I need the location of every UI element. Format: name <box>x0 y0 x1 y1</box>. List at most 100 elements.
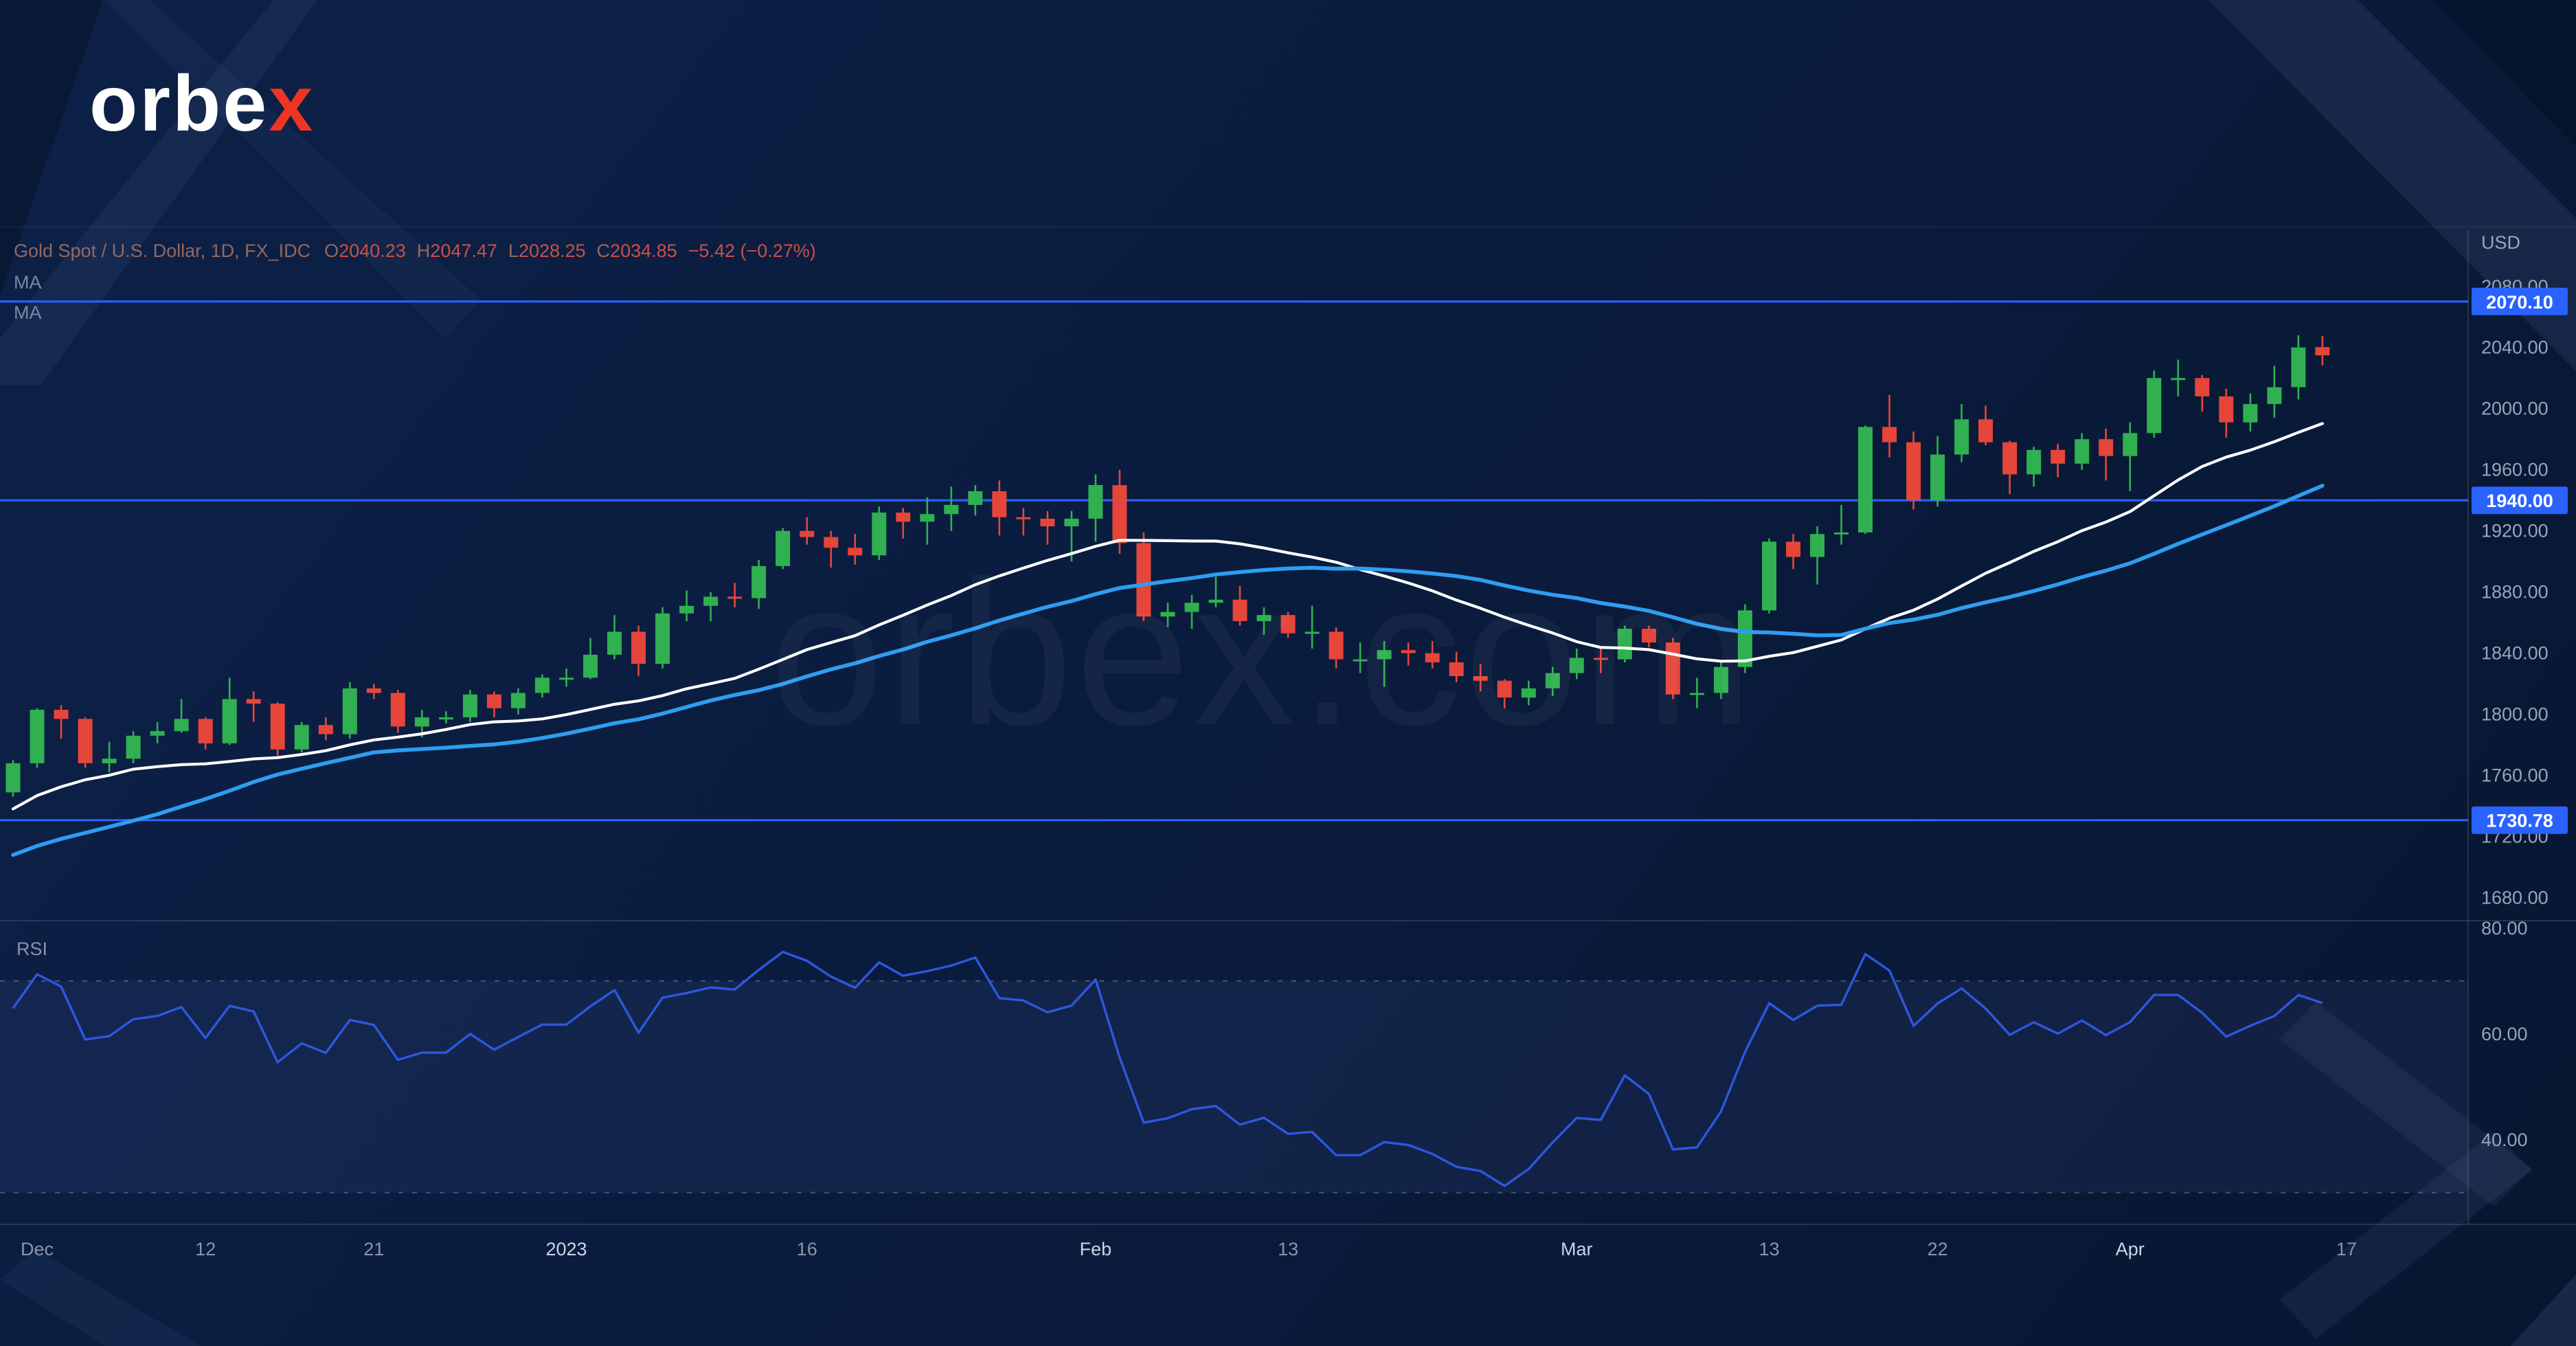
candle[interactable] <box>703 592 719 621</box>
moving-average-line[interactable] <box>11 484 2325 857</box>
candle[interactable] <box>1016 508 1031 536</box>
candle[interactable] <box>1160 603 1175 627</box>
candle[interactable] <box>607 615 622 660</box>
candle[interactable] <box>1906 431 1921 510</box>
candle[interactable] <box>150 721 165 743</box>
candle[interactable] <box>1689 677 1704 708</box>
candle[interactable] <box>992 480 1007 536</box>
candle[interactable] <box>1304 605 1320 649</box>
candle[interactable] <box>2075 433 2090 470</box>
candle[interactable] <box>1786 534 1800 570</box>
candle[interactable] <box>752 560 767 609</box>
candle[interactable] <box>1593 647 1608 673</box>
candle[interactable] <box>1329 627 1344 669</box>
candle[interactable] <box>294 721 309 753</box>
candle[interactable] <box>1858 425 1873 535</box>
candle[interactable] <box>1930 436 1945 507</box>
candle[interactable] <box>1978 405 1993 446</box>
ma-indicator-label[interactable]: MA <box>14 302 42 323</box>
candle[interactable] <box>848 534 863 565</box>
candle[interactable] <box>462 690 477 722</box>
candle[interactable] <box>54 705 69 739</box>
candle[interactable] <box>1834 504 1849 545</box>
rsi-indicator[interactable] <box>12 950 2323 1187</box>
candle[interactable] <box>1521 680 1536 706</box>
candle[interactable] <box>872 506 887 560</box>
candle[interactable] <box>342 682 357 739</box>
rsi-line[interactable] <box>12 950 2323 1187</box>
candle[interactable] <box>510 688 526 715</box>
candle[interactable] <box>174 699 189 733</box>
candle[interactable] <box>2050 443 2066 478</box>
candle[interactable] <box>5 760 21 797</box>
candle[interactable] <box>727 583 743 607</box>
candle[interactable] <box>390 690 405 733</box>
candle[interactable] <box>655 607 670 669</box>
candle[interactable] <box>1401 642 1416 666</box>
candle[interactable] <box>1810 526 1824 585</box>
orbex-logo[interactable]: orbex <box>89 65 315 144</box>
candle[interactable] <box>2002 440 2018 495</box>
candle[interactable] <box>438 711 453 724</box>
candle[interactable] <box>631 625 646 677</box>
ma-indicator-label[interactable]: MA <box>14 272 42 293</box>
candle[interactable] <box>1882 394 1897 458</box>
candle[interactable] <box>2123 422 2138 491</box>
time-axis[interactable]: Dec 12 21 2023 16 Feb 13 Mar 13 22 Apr 17 <box>21 1239 2357 1259</box>
candle[interactable] <box>583 638 598 680</box>
candle[interactable] <box>1641 625 1656 647</box>
candle[interactable] <box>2171 359 2186 396</box>
candle[interactable] <box>198 717 213 750</box>
candle[interactable] <box>1954 404 1969 462</box>
symbol-title[interactable]: Gold Spot / U.S. Dollar, 1D, FX_IDC <box>14 240 311 261</box>
candle[interactable] <box>776 528 791 570</box>
candle[interactable] <box>1377 640 1392 687</box>
candle[interactable] <box>1208 576 1223 607</box>
candle[interactable] <box>1545 666 1560 696</box>
candle[interactable] <box>1497 679 1512 708</box>
candle[interactable] <box>126 731 141 763</box>
horizontal-level-lines[interactable] <box>0 300 2468 822</box>
price-axis[interactable]: USD2080.002040.002000.001960.001920.0018… <box>2481 232 2549 1150</box>
candle[interactable] <box>1040 511 1055 545</box>
candle[interactable] <box>1353 642 1368 673</box>
candle[interactable] <box>318 717 333 741</box>
candle[interactable] <box>920 497 935 545</box>
candle[interactable] <box>944 486 959 531</box>
candle[interactable] <box>559 668 574 687</box>
candle[interactable] <box>1617 625 1632 662</box>
candle[interactable] <box>1232 585 1247 626</box>
candle[interactable] <box>1713 660 1728 699</box>
candle[interactable] <box>968 485 983 516</box>
candle[interactable] <box>800 517 815 545</box>
candle[interactable] <box>2195 374 2210 412</box>
candle[interactable] <box>1449 651 1464 683</box>
candle[interactable] <box>222 677 237 745</box>
candle[interactable] <box>1473 664 1488 692</box>
candle[interactable] <box>2291 335 2306 400</box>
candle[interactable] <box>30 708 45 768</box>
candle[interactable] <box>1256 607 1272 635</box>
candle[interactable] <box>246 691 261 722</box>
candle[interactable] <box>1088 474 1103 542</box>
candle[interactable] <box>824 530 839 568</box>
candle[interactable] <box>366 684 381 699</box>
candle[interactable] <box>679 590 694 622</box>
candle[interactable] <box>2267 366 2282 418</box>
candle[interactable] <box>2147 370 2162 438</box>
candle[interactable] <box>1569 649 1584 680</box>
candle[interactable] <box>2026 447 2042 487</box>
candle[interactable] <box>2099 428 2114 481</box>
candle[interactable] <box>102 741 117 773</box>
candle[interactable] <box>78 717 93 768</box>
candle[interactable] <box>1762 538 1776 614</box>
candle[interactable] <box>2243 393 2258 432</box>
candle[interactable] <box>2219 388 2234 438</box>
candlestick-series[interactable] <box>5 335 2330 797</box>
candle[interactable] <box>1136 532 1151 621</box>
candle[interactable] <box>486 691 501 718</box>
rsi-indicator-label[interactable]: RSI <box>16 939 48 959</box>
candle[interactable] <box>1280 612 1296 638</box>
candle[interactable] <box>1425 640 1440 669</box>
